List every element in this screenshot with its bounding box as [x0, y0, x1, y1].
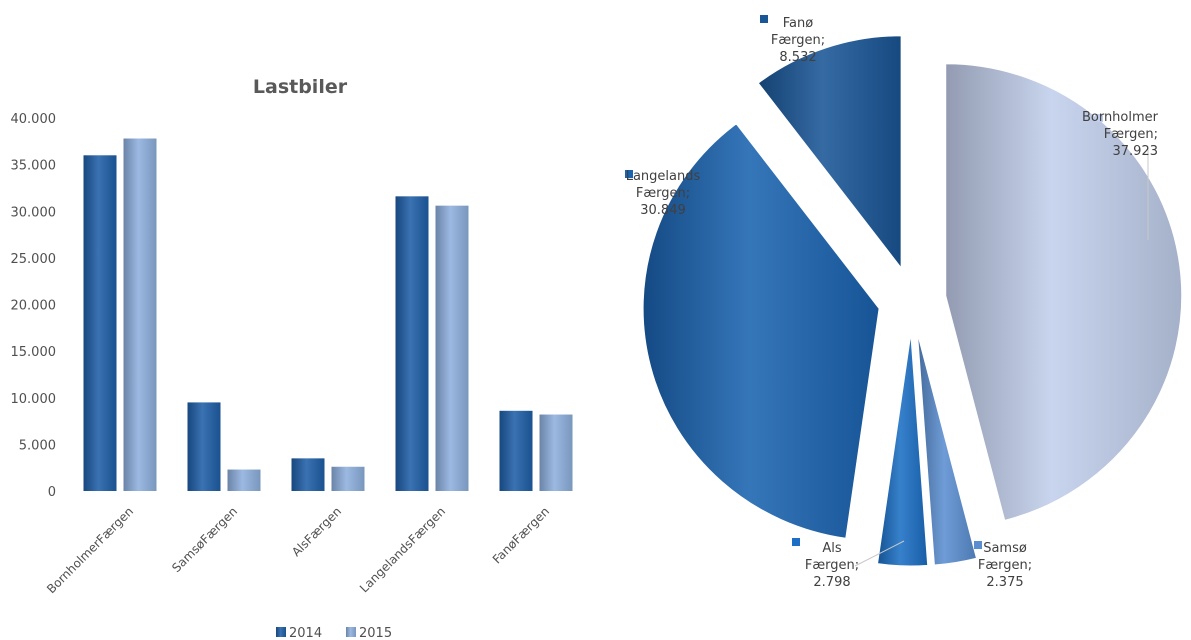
- pie-label: 30.849: [640, 203, 686, 218]
- pie-label: 2.798: [813, 575, 850, 590]
- bar: [291, 458, 325, 491]
- pie-labels: Bornholmer Færgen; 37.923 Samsø Færgen; 2.375…: [625, 15, 1159, 590]
- bar: [123, 138, 157, 491]
- pie-label-swatch: [760, 15, 768, 23]
- legend-label: 2015: [359, 626, 392, 640]
- x-category-label: SamsøFærgen: [169, 504, 240, 575]
- pie-label-swatch: [625, 170, 633, 178]
- bar: [187, 402, 221, 491]
- pie-label: 37.923: [1113, 144, 1159, 159]
- legend: 2014 2015: [276, 626, 392, 640]
- pie-slice: [876, 333, 929, 567]
- pie-label: 2.375: [986, 575, 1023, 590]
- x-axis-categories: BornholmerFærgen SamsøFærgen AlsFærgen Lang…: [44, 504, 552, 596]
- pie-label: Færgen;: [1104, 127, 1158, 142]
- y-tick-label: 15.000: [11, 345, 57, 360]
- y-tick-label: 0: [48, 485, 56, 500]
- y-tick-label: 5.000: [19, 438, 56, 453]
- bar: [227, 469, 261, 491]
- pie-label-swatch: [1095, 114, 1103, 122]
- pie-slices: [642, 35, 1183, 567]
- leader-line: [854, 540, 905, 567]
- bar: [331, 466, 365, 491]
- chart-title: Lastbiler: [253, 76, 348, 98]
- bar: [539, 414, 573, 491]
- legend-label: 2014: [289, 626, 322, 640]
- bar: [83, 155, 117, 492]
- x-category-label: AlsFærgen: [289, 504, 344, 559]
- pie-label: Færgen;: [805, 558, 859, 573]
- pie-slice: [642, 123, 880, 539]
- y-tick-label: 20.000: [11, 299, 57, 314]
- x-category-label: LangelandsFærgen: [357, 504, 448, 595]
- x-category-label: BornholmerFærgen: [44, 504, 136, 596]
- y-tick-label: 30.000: [11, 205, 57, 220]
- bar-marks: [83, 138, 573, 492]
- pie-slice: [916, 333, 978, 566]
- pie-slice: [945, 63, 1183, 521]
- bar: [395, 196, 429, 491]
- pie-label-swatch: [974, 541, 982, 549]
- legend-swatch: [276, 627, 286, 637]
- legend-swatch: [346, 627, 356, 637]
- pie-label: Langelands: [626, 169, 701, 184]
- x-category-label: FanøFærgen: [490, 504, 552, 566]
- pie-label: Bornholmer: [1082, 110, 1159, 125]
- bar: [435, 205, 469, 491]
- pie-label: Færgen;: [771, 33, 825, 48]
- y-tick-label: 40.000: [11, 112, 57, 127]
- pie-label: Færgen;: [636, 186, 690, 201]
- pie-label: Fanø: [783, 16, 813, 31]
- bar-chart: Lastbiler 0 5.000 10.000 15.000 20.000 25.000…: [11, 76, 573, 640]
- y-tick-label: 35.000: [11, 159, 57, 174]
- pie-label: Færgen;: [978, 558, 1032, 573]
- pie-label-swatch: [792, 538, 800, 546]
- pie-label: Samsø: [983, 541, 1027, 556]
- y-axis-ticks: 0 5.000 10.000 15.000 20.000 25.000 30.000 35.0…: [11, 112, 57, 500]
- pie-slice: [757, 35, 902, 270]
- pie-chart: Bornholmer Færgen; 37.923 Samsø Færgen; 2.375…: [625, 15, 1183, 590]
- pie-label: 8.532: [779, 50, 816, 65]
- y-tick-label: 25.000: [11, 252, 57, 267]
- y-tick-label: 10.000: [11, 392, 57, 407]
- pie-label: Als: [822, 541, 842, 556]
- bar: [499, 410, 533, 491]
